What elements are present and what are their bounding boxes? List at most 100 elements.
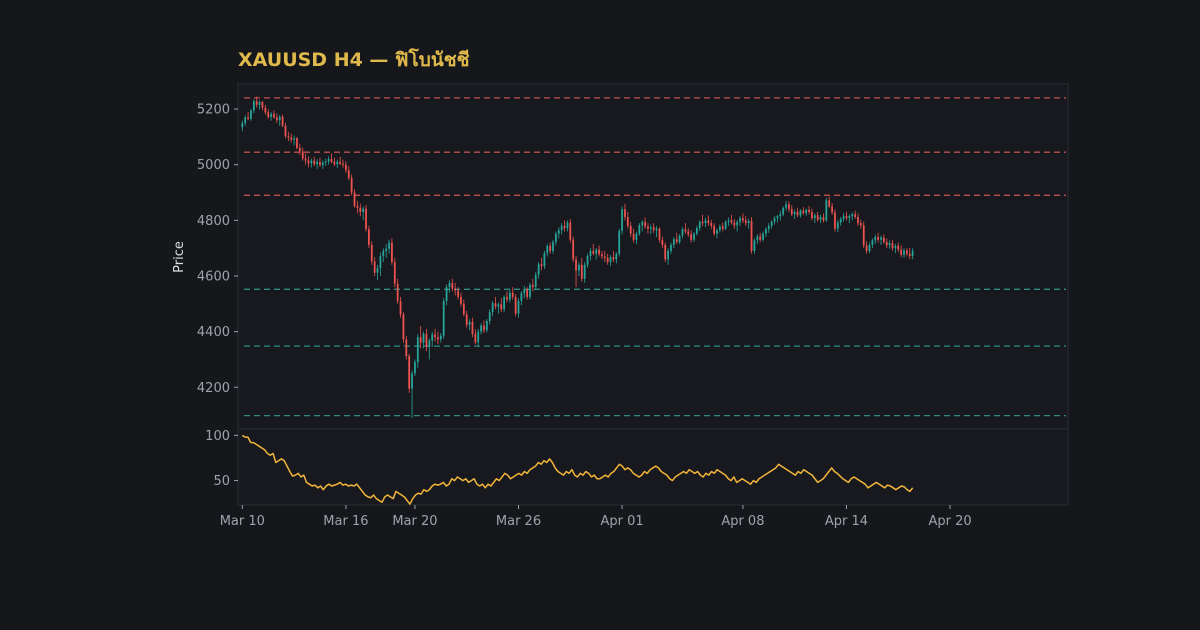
candle-body <box>641 221 644 226</box>
time-tick-label: Apr 14 <box>825 514 868 529</box>
candle-body <box>626 216 629 226</box>
candle-body <box>713 225 716 234</box>
candle-body <box>405 339 408 357</box>
candle-body <box>537 264 540 275</box>
candle-body <box>888 243 891 246</box>
candle-body <box>773 218 776 222</box>
candle-body <box>586 255 589 265</box>
candle-body <box>877 237 880 240</box>
candle-body <box>284 125 287 137</box>
candle-body <box>543 253 546 267</box>
oscillator-y-axis: 50 100 <box>205 429 238 489</box>
candle-body <box>744 220 747 224</box>
candle-body <box>517 301 520 314</box>
candle-body <box>816 215 819 220</box>
oscillator-tick-label: 50 <box>213 474 230 489</box>
candle-body <box>298 147 301 152</box>
candle-body <box>437 337 439 340</box>
candle-body <box>261 102 264 108</box>
candle-body <box>882 237 885 243</box>
candle-body <box>891 243 894 249</box>
candle-body <box>788 204 790 210</box>
candle-body <box>327 159 330 162</box>
candle-body <box>503 296 506 310</box>
candle-body <box>897 245 900 250</box>
candle-body <box>770 221 773 226</box>
candle-body <box>598 249 600 255</box>
candle-body <box>445 287 448 302</box>
candle-body <box>460 296 462 304</box>
candle-body <box>462 303 465 315</box>
candle-body <box>707 220 710 224</box>
candle-body <box>595 249 598 254</box>
candle-body <box>465 314 468 325</box>
candle-body <box>336 161 339 165</box>
candle-body <box>767 225 770 230</box>
candle-body <box>267 112 270 117</box>
candle-body <box>393 262 396 284</box>
candle-body <box>739 218 741 222</box>
candle-body <box>368 229 370 245</box>
candle-body <box>750 220 753 251</box>
candle-body <box>609 257 612 263</box>
candle-body <box>857 216 859 224</box>
candle-body <box>307 160 310 164</box>
candle-body <box>359 207 362 212</box>
candle-body <box>379 255 382 269</box>
candle-body <box>330 159 333 162</box>
candle-body <box>624 209 626 217</box>
candle-body <box>649 227 652 229</box>
candle-body <box>710 223 713 226</box>
candle-body <box>903 250 905 255</box>
time-tick-label: Mar 10 <box>220 514 265 529</box>
candle-body <box>252 101 255 111</box>
candle-body <box>859 223 862 226</box>
candle-body <box>531 284 534 288</box>
candle-body <box>765 229 767 234</box>
candle-body <box>350 178 353 193</box>
candle-body <box>301 151 304 159</box>
candle-body <box>442 301 445 336</box>
candle-body <box>811 211 813 219</box>
candle-body <box>313 160 316 165</box>
candle-body <box>304 158 307 161</box>
candle-body <box>563 225 566 229</box>
candle-body <box>575 259 577 271</box>
candle-body <box>834 212 836 229</box>
candle-body <box>457 290 459 297</box>
chart-title: XAUUSD H4 — ฟิโบนัชชี <box>238 48 470 71</box>
candle-body <box>822 216 825 221</box>
candle-body <box>612 257 615 260</box>
candle-body <box>799 210 802 216</box>
candle-body <box>742 218 744 221</box>
candle-body <box>621 209 623 231</box>
price-axis-label: Price <box>172 241 187 273</box>
candle-body <box>448 282 451 288</box>
candle-body <box>520 293 523 302</box>
candle-body <box>353 192 356 206</box>
candle-body <box>439 335 442 340</box>
candle-body <box>845 216 848 219</box>
candle-body <box>756 236 759 241</box>
candle-body <box>874 237 877 241</box>
candle-body <box>580 264 583 279</box>
candle-body <box>684 229 687 232</box>
candle-body <box>695 228 698 234</box>
candle-body <box>638 225 641 234</box>
candle-body <box>851 214 854 217</box>
candle-body <box>391 242 393 263</box>
candle-body <box>431 334 434 341</box>
candle-body <box>319 161 321 166</box>
candle-body <box>724 221 727 229</box>
candle-body <box>540 264 543 267</box>
candle-body <box>730 220 733 223</box>
candle-body <box>494 303 497 307</box>
candle-body <box>491 303 494 313</box>
candle-body <box>701 221 704 224</box>
candle-body <box>316 161 319 165</box>
candle-body <box>408 356 411 389</box>
price-tick-label: 4200 <box>197 381 230 396</box>
candle-body <box>344 164 347 171</box>
candle-body <box>508 292 511 300</box>
candle-body <box>885 242 888 246</box>
